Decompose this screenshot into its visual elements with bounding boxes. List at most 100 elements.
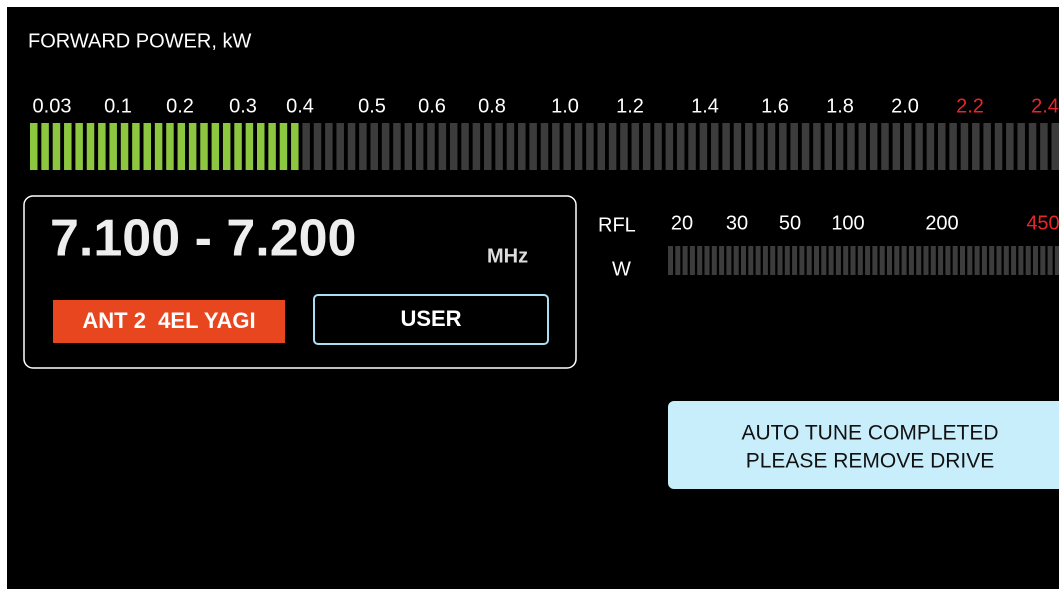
meter-segment <box>1040 246 1046 275</box>
meter-segment <box>427 123 435 170</box>
meter-segment <box>923 246 929 275</box>
meter-segment <box>858 123 867 170</box>
scale-label: 1.8 <box>826 95 854 117</box>
meter-segment <box>994 123 1003 170</box>
meter-segment <box>872 246 878 275</box>
scale-label: 2.0 <box>891 95 919 117</box>
antenna-label: ANT 2 4EL YAGI <box>82 308 255 333</box>
scale-label: 0.2 <box>166 95 194 117</box>
meter-segment <box>806 246 812 275</box>
meter-segment <box>952 246 958 275</box>
meter-segment <box>64 123 72 170</box>
meter-segment <box>1003 246 1009 275</box>
meter-segment <box>748 246 754 275</box>
background <box>7 7 1059 589</box>
meter-segment <box>983 123 991 170</box>
meter-segment <box>438 123 447 170</box>
meter-segment <box>915 123 923 170</box>
scale-label: 20 <box>671 212 693 234</box>
meter-segment <box>790 123 798 170</box>
mode-label: USER <box>400 306 461 331</box>
meter-segment <box>586 123 594 170</box>
scale-label: 50 <box>779 212 801 234</box>
scale-label: 30 <box>726 212 748 234</box>
meter-segment <box>813 123 821 170</box>
scale-label: 2.4 <box>1031 95 1059 117</box>
meter-segment <box>665 123 674 170</box>
meter-segment <box>835 123 844 170</box>
meter-segment <box>1033 246 1038 275</box>
meter-segment <box>1047 246 1053 275</box>
meter-segment <box>887 246 892 275</box>
meter-segment <box>1028 123 1037 170</box>
frequency-unit: MHz <box>487 245 528 267</box>
meter-segment <box>41 123 49 170</box>
meter-segment <box>688 123 696 170</box>
meter-segment <box>850 246 856 275</box>
message-line: PLEASE REMOVE DRIVE <box>746 450 995 473</box>
meter-segment <box>234 123 242 170</box>
meter-segment <box>869 123 878 170</box>
meter-segment <box>960 123 969 170</box>
meter-segment <box>484 123 492 170</box>
forward-power-title: FORWARD POWER, kW <box>28 30 251 52</box>
meter-segment <box>770 246 776 275</box>
meter-segment <box>177 123 186 170</box>
frequency: 7.100 - 7.200 <box>50 210 356 268</box>
scale-label: 1.6 <box>761 95 789 117</box>
meter-segment <box>347 123 356 170</box>
meter-segment <box>336 123 344 170</box>
meter-segment <box>903 123 912 170</box>
meter-segment <box>767 123 776 170</box>
meter-segment <box>972 123 980 170</box>
meter-segment <box>415 123 424 170</box>
meter-segment <box>847 123 855 170</box>
meter-segment <box>901 246 907 275</box>
meter-segment <box>1017 123 1025 170</box>
scale-label: 450 <box>1026 212 1059 234</box>
meter-segment <box>745 123 753 170</box>
meter-segment <box>1054 246 1059 275</box>
meter-segment <box>620 123 628 170</box>
meter-segment <box>631 123 640 170</box>
meter-segment <box>1011 246 1017 275</box>
meter-segment <box>704 246 710 275</box>
meter-segment <box>824 123 832 170</box>
message-line: AUTO TUNE COMPLETED <box>741 422 998 445</box>
meter-segment <box>461 123 469 170</box>
meter-segment <box>120 123 129 170</box>
antenna-button[interactable] <box>53 300 285 343</box>
meter-segment <box>518 123 526 170</box>
meter-segment <box>857 246 863 275</box>
meter-segment <box>370 123 378 170</box>
band-panel <box>23 195 577 369</box>
meter-segment <box>894 246 900 275</box>
meter-segment <box>506 123 515 170</box>
meter-segment <box>1006 123 1014 170</box>
meter-segment <box>211 123 220 170</box>
meter-segment <box>563 123 571 170</box>
meter-segment <box>1051 123 1059 170</box>
mode-button[interactable] <box>313 294 549 345</box>
meter-segment <box>495 123 503 170</box>
meter-segment <box>755 246 761 275</box>
meter-segment <box>668 246 673 275</box>
meter-segment <box>143 123 151 170</box>
meter-segment <box>843 246 849 275</box>
meter-segment <box>675 246 681 275</box>
scale-label: 0.1 <box>104 95 132 117</box>
scale-label: 0.6 <box>418 95 446 117</box>
rfl-unit: W <box>612 258 631 280</box>
meter-segment <box>245 123 254 170</box>
meter-segment <box>784 246 790 275</box>
meter-segment <box>132 123 140 170</box>
meter-segment <box>828 246 834 275</box>
meter-segment <box>777 246 783 275</box>
meter-segment <box>642 123 651 170</box>
meter-segment <box>268 123 276 170</box>
meter-segment <box>30 123 38 170</box>
scale-label: 0.8 <box>478 95 506 117</box>
meter-segment <box>892 123 901 170</box>
meter-segment <box>801 123 810 170</box>
meter-segment <box>711 246 717 275</box>
